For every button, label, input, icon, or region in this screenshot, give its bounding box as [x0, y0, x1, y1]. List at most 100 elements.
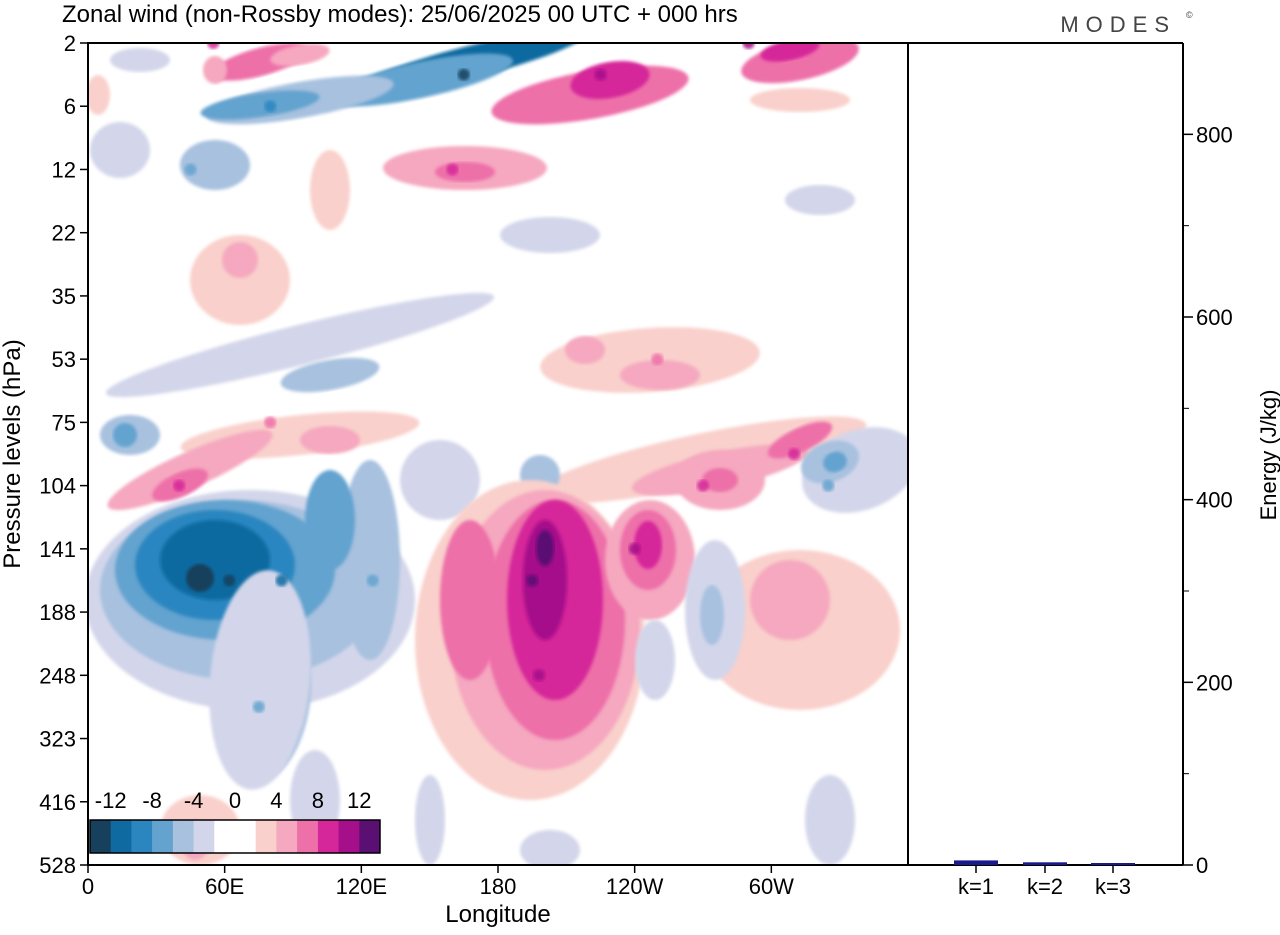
negative-wind-contour	[700, 585, 724, 645]
positive-wind-contour	[565, 336, 605, 364]
y-tick-label: 141	[39, 537, 76, 562]
wind-extremum-marker	[252, 700, 265, 713]
colorbar-swatch	[110, 820, 132, 853]
x-tick-label: 0	[82, 874, 94, 899]
positive-wind-contour	[270, 43, 330, 67]
wind-extremum-marker	[184, 163, 197, 176]
chart-title: Zonal wind (non-Rossby modes): 25/06/202…	[62, 1, 738, 28]
wind-extremum-marker	[264, 100, 277, 113]
negative-wind-contour	[186, 564, 214, 592]
colorbar-swatch	[297, 820, 319, 853]
positive-wind-contour	[620, 360, 700, 390]
y-tick-label: 323	[39, 727, 76, 752]
y-tick-label: 6	[64, 94, 76, 119]
positive-wind-contour	[767, 421, 833, 459]
positive-wind-contour	[300, 426, 360, 454]
positive-wind-contour	[435, 162, 495, 182]
colorbar-label: -4	[184, 788, 204, 813]
energy-tick-label: 400	[1196, 488, 1233, 513]
wind-extremum-marker	[742, 43, 755, 49]
energy-axis: 0 200 400 600 800	[1183, 122, 1233, 878]
negative-wind-contour	[415, 775, 445, 865]
negative-wind-contour	[500, 217, 600, 253]
energy-tick-label: 0	[1196, 853, 1208, 878]
colorbar-swatch	[359, 820, 381, 853]
wind-extremum-marker	[594, 68, 607, 81]
negative-wind-contour	[113, 423, 137, 447]
x-tick-label: 60W	[749, 874, 794, 899]
modes-logo: MODES	[1060, 12, 1176, 37]
colorbar-swatch	[317, 820, 340, 853]
negative-wind-contour	[110, 48, 170, 72]
negative-wind-contour	[340, 460, 400, 660]
negative-wind-contour	[105, 292, 495, 398]
colorbar-label: -12	[95, 788, 127, 813]
y-tick-label: 35	[52, 284, 76, 309]
wind-extremum-marker	[651, 353, 664, 366]
positive-wind-contour	[750, 560, 830, 640]
wind-extremum-marker	[697, 479, 709, 492]
x-tick-label: 60E	[205, 874, 244, 899]
x-tick-label: 180	[480, 874, 517, 899]
positive-wind-contour	[190, 235, 290, 325]
colorbar-swatch	[152, 820, 174, 853]
positive-wind-contour	[222, 242, 258, 278]
negative-wind-contour	[785, 185, 855, 215]
wind-extremum-marker	[480, 606, 493, 619]
longitude-axis: 0 60E 120E 180 120W 60W	[82, 865, 794, 899]
energy-tick-label: 200	[1196, 670, 1233, 695]
colorbar-swatch	[338, 820, 360, 853]
negative-wind-contour	[209, 570, 311, 790]
energy-tick-label: 800	[1196, 122, 1233, 147]
wind-extremum-marker	[457, 68, 470, 81]
pressure-axis: 2 6 12 22 35 53 75 104 141 188 248 323 416 528	[39, 31, 88, 878]
wind-extremum-marker	[628, 542, 641, 555]
positive-wind-contour	[570, 60, 650, 100]
colorbar-swatch	[131, 820, 153, 853]
bar-category-label: k=3	[1095, 874, 1131, 899]
positive-wind-contour	[536, 530, 554, 566]
negative-wind-contour	[200, 90, 320, 120]
colorbar-swatch	[235, 820, 257, 853]
contour-field	[88, 43, 908, 865]
colorbar-label: 0	[229, 788, 241, 813]
y-tick-label: 2	[64, 31, 76, 56]
negative-wind-contour	[400, 440, 480, 520]
wind-extremum-marker	[822, 479, 835, 492]
y-tick-label: 104	[39, 474, 76, 499]
energy-axis-label: Energy (J/kg)	[1256, 390, 1280, 521]
wind-extremum-marker	[533, 669, 545, 682]
colorbar-swatch	[193, 820, 215, 853]
y-axis-label: Pressure levels (hPa)	[0, 339, 26, 568]
negative-wind-contour	[180, 140, 250, 190]
negative-wind-contour	[280, 357, 380, 393]
colorbar-swatch	[214, 820, 236, 853]
colorbar-swatch	[276, 820, 298, 853]
wind-extremum-marker	[526, 574, 539, 587]
negative-wind-contour	[635, 620, 675, 700]
positive-wind-contour	[760, 43, 820, 62]
positive-wind-contour	[203, 56, 227, 84]
colorbar-legend: -12 -8 -4 0 4 8 12	[89, 788, 381, 854]
negative-wind-contour	[520, 830, 580, 865]
y-tick-label: 248	[39, 663, 76, 688]
negative-wind-contour	[805, 775, 855, 865]
x-tick-label: 120E	[336, 874, 387, 899]
wind-extremum-marker	[207, 43, 220, 49]
bar-category-label: k=1	[958, 874, 994, 899]
colorbar-swatch	[90, 820, 112, 853]
wind-extremum-marker	[223, 574, 236, 587]
colorbar-label: -8	[142, 788, 162, 813]
positive-wind-contour	[310, 150, 350, 230]
energy-bar	[1091, 863, 1135, 865]
colorbar-label: 4	[270, 788, 282, 813]
negative-wind-contour	[90, 122, 150, 178]
wind-extremum-marker	[264, 416, 277, 429]
y-tick-label: 75	[52, 410, 76, 435]
hovmoller-plot	[88, 43, 908, 865]
energy-bar	[954, 860, 998, 865]
wind-extremum-marker	[275, 574, 288, 587]
wind-extremum-marker	[366, 574, 379, 587]
